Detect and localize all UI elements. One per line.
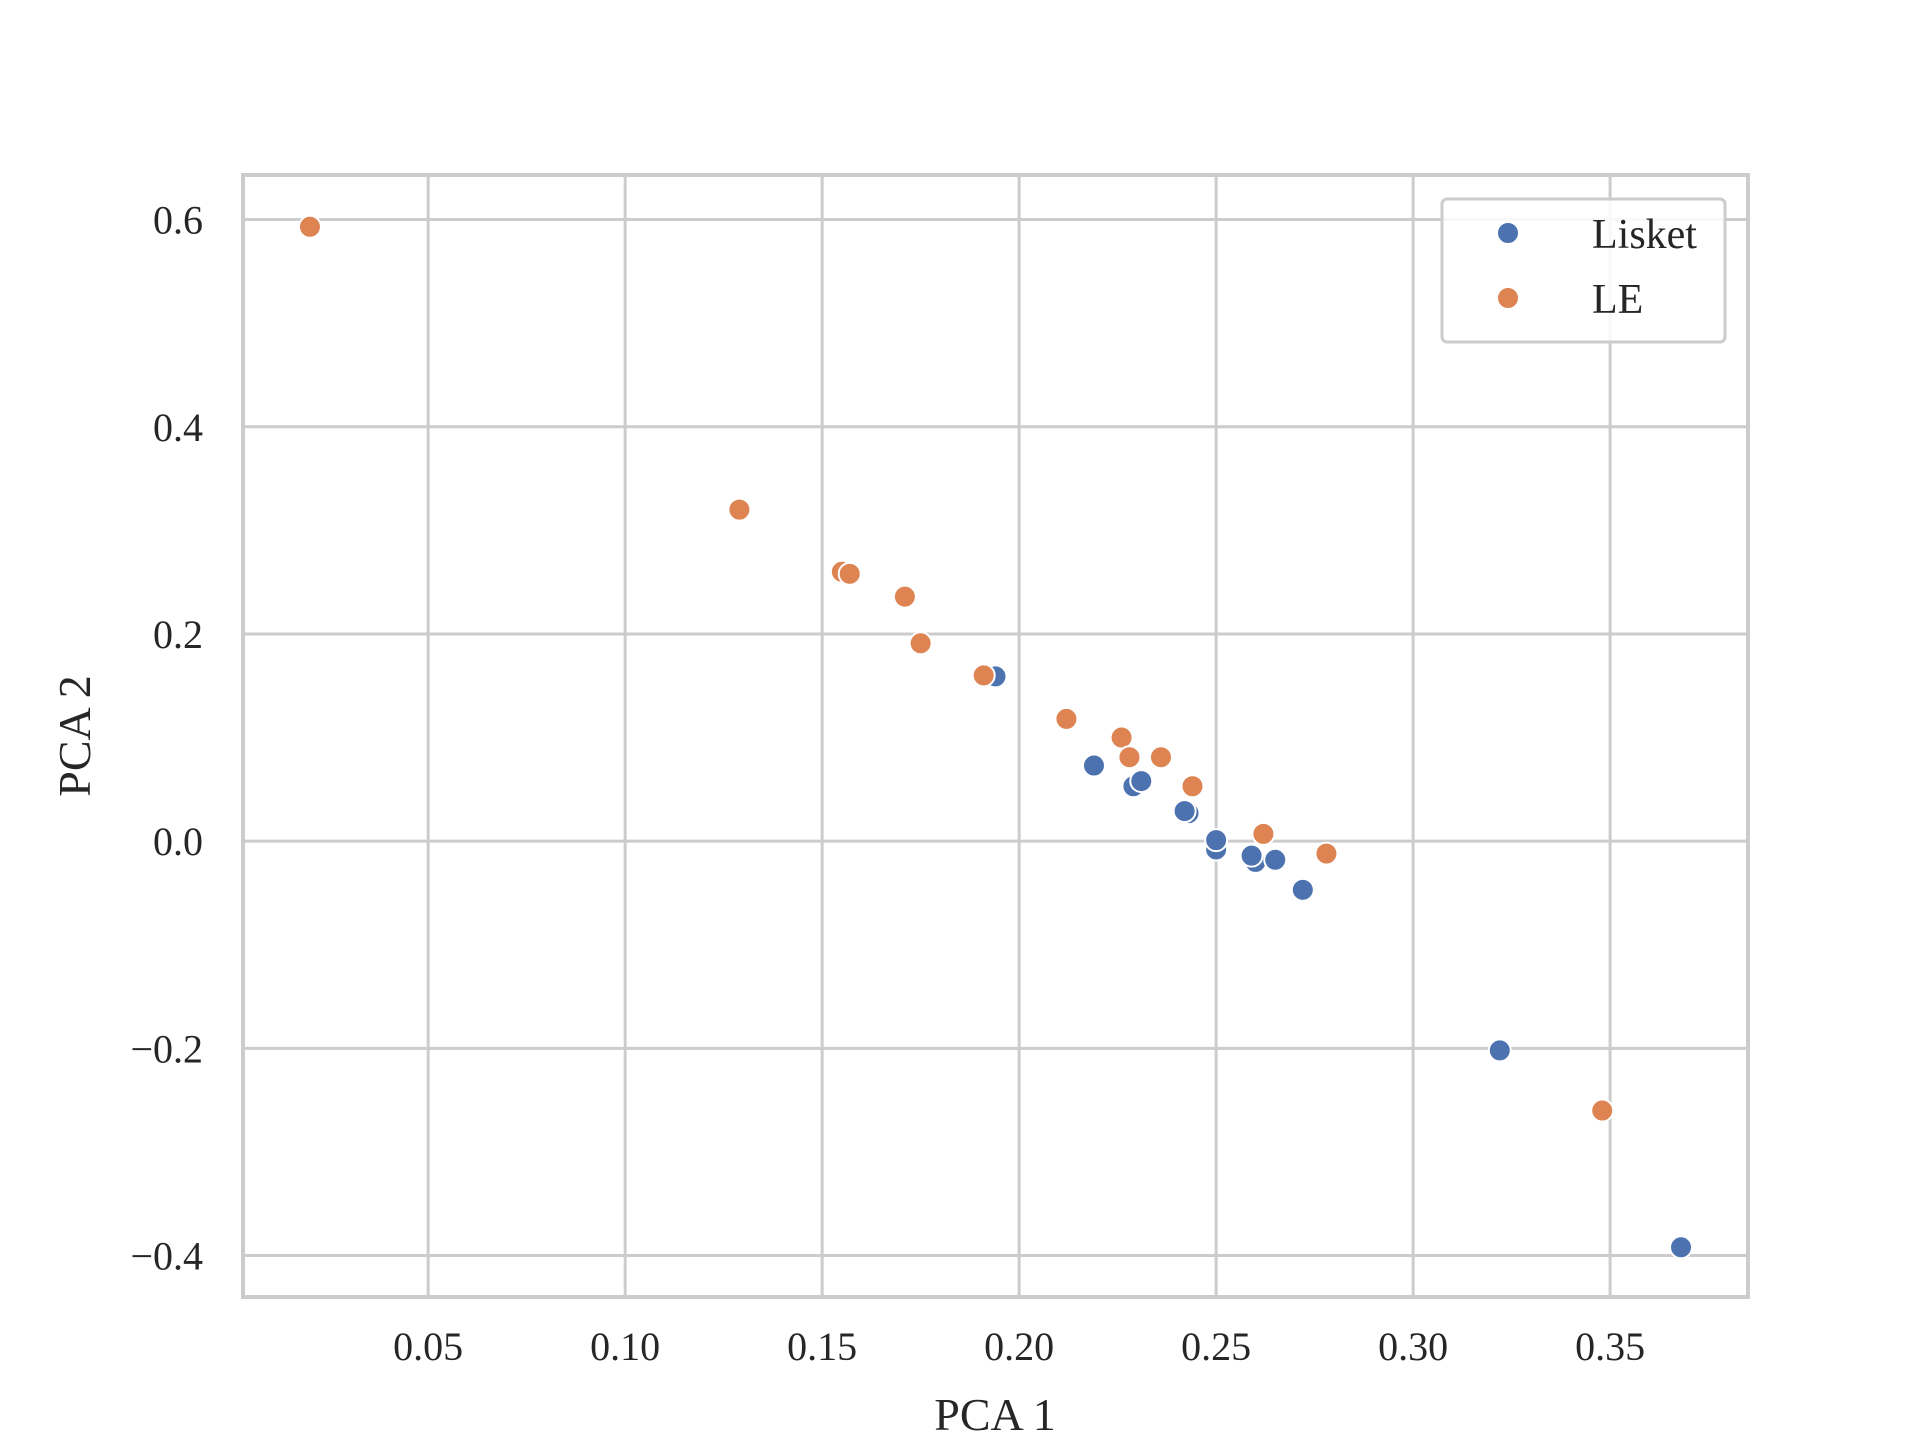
data-point-lisket <box>1263 847 1288 872</box>
x-tick-label: 0.05 <box>393 1324 463 1369</box>
y-tick-label: −0.2 <box>130 1026 203 1071</box>
data-point-le <box>1180 774 1205 799</box>
x-tick-label: 0.30 <box>1378 1324 1448 1369</box>
data-point-le <box>297 214 322 239</box>
data-point-lisket <box>1129 769 1154 794</box>
data-point-lisket <box>1172 799 1197 824</box>
data-point-lisket <box>1204 828 1229 853</box>
data-point-le <box>1054 706 1079 731</box>
data-point-le <box>908 631 933 656</box>
legend-marker-le <box>1496 286 1520 310</box>
data-point-le <box>1314 841 1339 866</box>
data-point-lisket <box>1487 1038 1512 1063</box>
data-point-lisket <box>1239 843 1264 868</box>
plot-frame <box>241 173 1750 1299</box>
data-point-le <box>1148 745 1173 770</box>
data-point-le <box>1590 1098 1615 1123</box>
x-tick-label: 0.25 <box>1181 1324 1251 1369</box>
x-tick-label: 0.35 <box>1575 1324 1645 1369</box>
legend-label-lisket: Lisket <box>1592 212 1697 258</box>
data-point-lisket <box>1669 1235 1694 1260</box>
y-tick-label: −0.4 <box>130 1234 203 1279</box>
data-point-le <box>1117 745 1142 770</box>
y-axis-label: PCA 2 <box>49 675 100 796</box>
y-tick-label: 0.0 <box>153 819 203 864</box>
tick-labels: 0.05 0.10 0.15 0.20 0.25 0.30 0.35 −0.4 −0.2 0.0 0… <box>130 198 1645 1369</box>
data-point-le <box>892 584 917 609</box>
data-point-le <box>837 561 862 586</box>
y-tick-label: 0.6 <box>153 198 203 243</box>
legend: Lisket LE <box>1440 197 1727 344</box>
legend-marker-lisket <box>1496 221 1520 245</box>
data-point-le <box>727 497 752 522</box>
data-point-lisket <box>1081 753 1106 778</box>
data-point-le <box>971 663 996 688</box>
y-tick-label: 0.4 <box>153 405 203 450</box>
data-points <box>297 214 1694 1260</box>
y-tick-label: 0.2 <box>153 612 203 657</box>
x-tick-label: 0.15 <box>787 1324 857 1369</box>
data-point-lisket <box>1290 877 1315 902</box>
x-tick-label: 0.10 <box>590 1324 660 1369</box>
legend-label-le: LE <box>1592 277 1643 323</box>
x-tick-label: 0.20 <box>984 1324 1054 1369</box>
x-axis-label: PCA 1 <box>934 1389 1055 1440</box>
data-point-le <box>1251 821 1276 846</box>
